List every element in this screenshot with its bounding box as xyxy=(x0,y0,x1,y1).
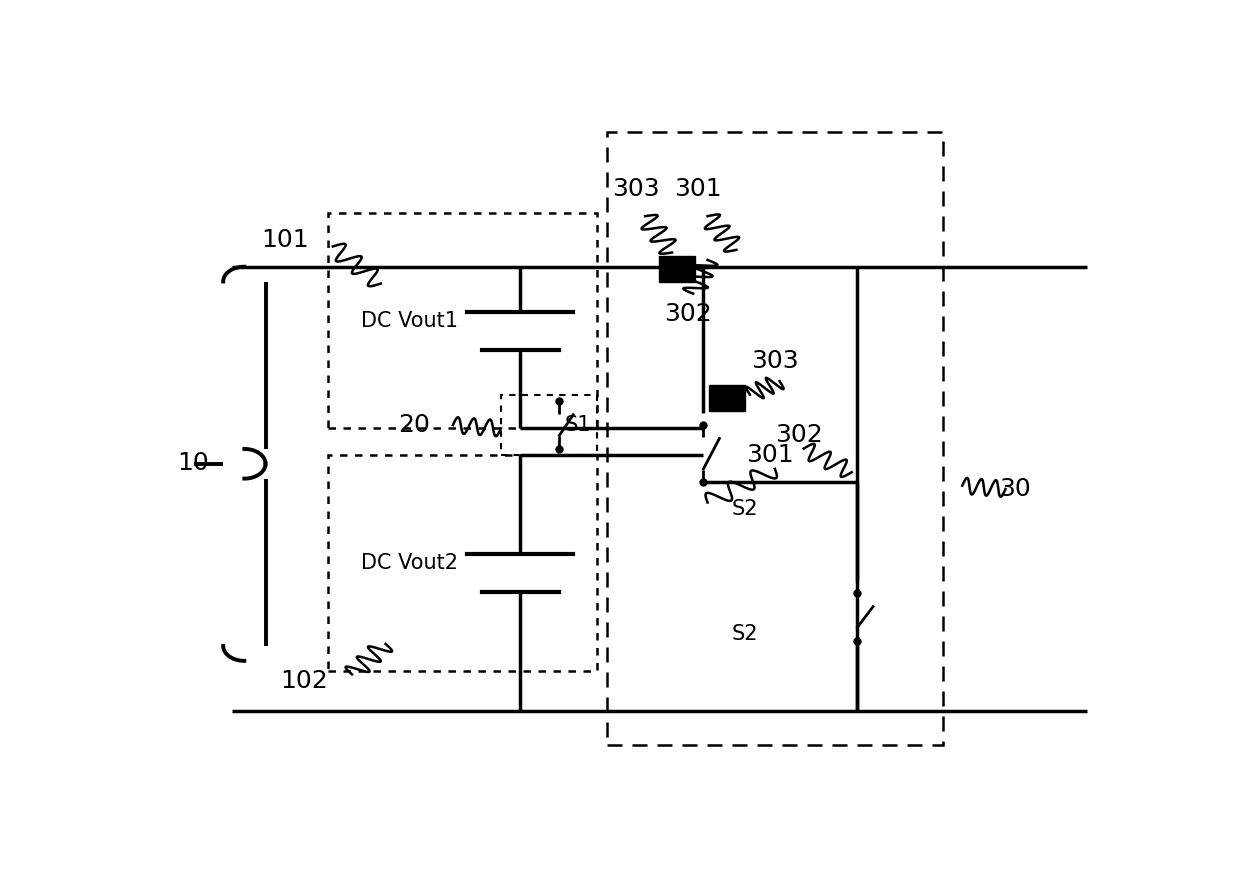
Text: 101: 101 xyxy=(260,228,309,252)
Text: 301: 301 xyxy=(746,444,794,467)
Text: 303: 303 xyxy=(751,349,799,373)
Text: DC Vout1: DC Vout1 xyxy=(361,311,458,331)
Text: S2: S2 xyxy=(732,624,758,644)
Bar xyxy=(658,255,696,282)
Text: S2: S2 xyxy=(732,500,758,519)
Text: 10: 10 xyxy=(177,452,210,475)
Text: DC Vout2: DC Vout2 xyxy=(361,553,458,573)
Text: 302: 302 xyxy=(665,302,712,326)
Text: S1: S1 xyxy=(564,415,591,435)
Text: 302: 302 xyxy=(775,424,823,447)
Text: 301: 301 xyxy=(675,178,722,201)
Text: 20: 20 xyxy=(398,413,430,437)
Text: 303: 303 xyxy=(611,178,660,201)
Bar xyxy=(708,385,745,411)
Text: 30: 30 xyxy=(999,477,1030,501)
Text: 102: 102 xyxy=(280,669,327,693)
